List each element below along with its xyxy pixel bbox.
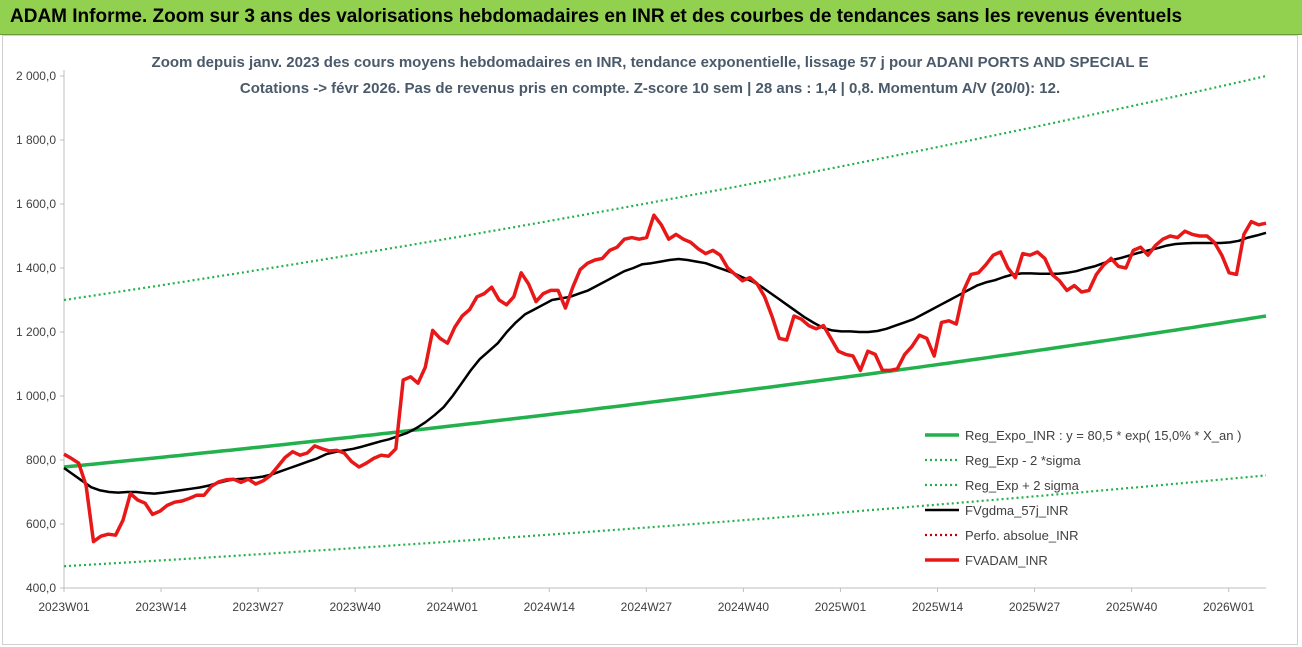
y-tick-label: 1 400,0 [16, 261, 56, 275]
x-tick-label: 2024W01 [427, 600, 479, 614]
grid: 400,0 600,0 800,0 1 000,0 1 200,0 1 400,0 1 60… [16, 69, 1266, 614]
series-line [63, 474, 1267, 568]
legend-label: FVADAM_INR [965, 553, 1048, 568]
chart-title: Zoom depuis janv. 2023 des cours moyens … [152, 54, 1149, 71]
x-tick-label: 2025W27 [1009, 600, 1061, 614]
x-tick-label: 2025W40 [1106, 600, 1158, 614]
x-tick-label: 2025W14 [912, 600, 964, 614]
y-tick-label: 1 800,0 [16, 133, 56, 147]
chart-frame [2, 35, 1298, 645]
y-tick-label: 400,0 [26, 581, 56, 595]
chart-subtitle: Cotations -> févr 2026. Pas de revenus p… [240, 80, 1060, 97]
x-tick-label: 2024W14 [524, 600, 576, 614]
legend-label: Perfo. absolue_INR [965, 528, 1078, 543]
y-tick-label: 1 600,0 [16, 197, 56, 211]
y-tick-label: 1 200,0 [16, 325, 56, 339]
x-tick-label: 2023W01 [38, 600, 90, 614]
x-tick-label: 2023W27 [232, 600, 284, 614]
x-tick-label: 2026W01 [1203, 600, 1255, 614]
legend-label: FVgdma_57j_INR [965, 503, 1068, 518]
y-tick-label: 2 000,0 [16, 69, 56, 83]
x-tick-label: 2024W27 [621, 600, 673, 614]
series-line [63, 314, 1267, 469]
legend-label: Reg_Expo_INR : y = 80,5 * exp( 15,0% * X… [965, 428, 1241, 443]
x-tick-label: 2025W01 [815, 600, 867, 614]
legend-label: Reg_Exp - 2 *sigma [965, 453, 1081, 468]
legend-label: Reg_Exp + 2 sigma [965, 478, 1080, 493]
series-line [63, 213, 1267, 544]
report-banner: ADAM Informe. Zoom sur 3 ans des valoris… [0, 0, 1302, 35]
legend: Reg_Expo_INR : y = 80,5 * exp( 15,0% * X… [925, 428, 1241, 568]
plot-area [63, 74, 1267, 568]
report-title: ADAM Informe. Zoom sur 3 ans des valoris… [10, 6, 1183, 27]
x-tick-label: 2023W14 [135, 600, 187, 614]
series-line [63, 74, 1267, 302]
y-tick-label: 800,0 [26, 453, 56, 467]
y-tick-label: 600,0 [26, 517, 56, 531]
series-line [63, 231, 1267, 495]
y-tick-label: 1 000,0 [16, 389, 56, 403]
x-tick-label: 2024W40 [718, 600, 770, 614]
x-tick-label: 2023W40 [329, 600, 381, 614]
